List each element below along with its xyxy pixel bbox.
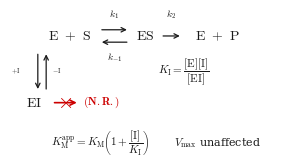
Text: $K_{\mathrm{M}}^{\mathrm{app}} = K_{\mathrm{M}}\!\left(1 + \dfrac{[\mathrm{I}]}{: $K_{\mathrm{M}}^{\mathrm{app}} = K_{\mat… [51,128,150,158]
Text: $k_1$: $k_1$ [109,8,119,21]
Text: $\mathrm{ES}$: $\mathrm{ES}$ [136,29,154,43]
Text: $K_{\mathrm{I}} = \dfrac{[\mathrm{E}][\mathrm{I}]}{[\mathrm{EI}]}$: $K_{\mathrm{I}} = \dfrac{[\mathrm{E}][\m… [158,56,210,87]
Text: $\mathrm{E}$: $\mathrm{E}$ [48,29,59,43]
Text: $\mathrm{S}$: $\mathrm{S}$ [82,29,91,43]
Text: $+$: $+$ [64,29,76,43]
Text: $V_{\mathrm{max}}$ unaffected: $V_{\mathrm{max}}$ unaffected [174,136,261,150]
Text: $\mathrm{E}$: $\mathrm{E}$ [195,29,206,43]
Text: $\mathrm{EI}$: $\mathrm{EI}$ [26,96,42,110]
Text: $^{-\mathrm{I}}$: $^{-\mathrm{I}}$ [52,67,62,76]
Text: $+$: $+$ [211,29,223,43]
Text: $k_{-1}$: $k_{-1}$ [107,51,122,64]
Text: $\mathbf{\times}$: $\mathbf{\times}$ [57,93,72,112]
Text: $\mathrm{P}$: $\mathrm{P}$ [229,29,240,43]
Text: $\mathbf{(N.R.)}$: $\mathbf{(N.R.)}$ [84,95,120,110]
Text: $k_2$: $k_2$ [166,8,176,21]
Text: $^{+\mathrm{I}}$: $^{+\mathrm{I}}$ [11,67,21,76]
